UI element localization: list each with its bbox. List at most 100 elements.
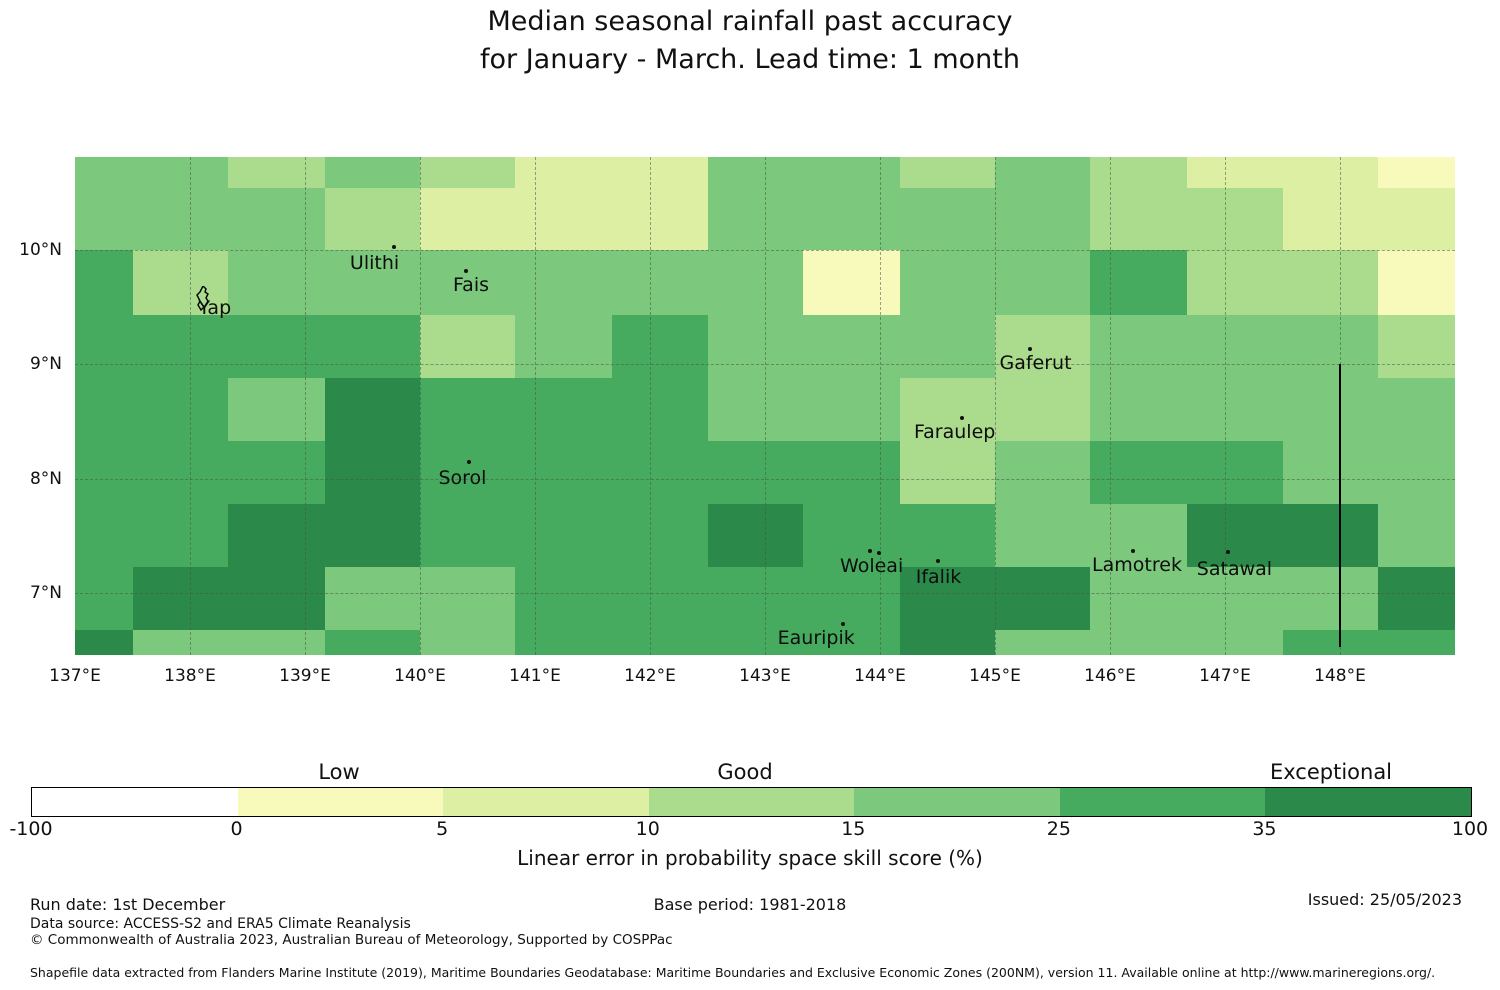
- colorbar-tick-label: 25: [1046, 818, 1071, 840]
- heatmap-cell: [1090, 503, 1188, 568]
- x-tick-label: 141°E: [509, 666, 561, 686]
- heatmap-cell: [1187, 314, 1283, 379]
- heatmap-cell: [995, 440, 1091, 505]
- graticule-meridian: [420, 157, 421, 655]
- heatmap-cell: [324, 157, 421, 189]
- graticule-parallel: [75, 478, 1455, 480]
- heatmap-cell: [612, 377, 708, 442]
- heatmap-cell: [612, 440, 708, 505]
- heatmap-cell: [132, 440, 229, 505]
- heatmap-cell: [1377, 503, 1456, 568]
- heatmap-cell: [420, 440, 516, 505]
- x-tick-label: 140°E: [394, 666, 446, 686]
- heatmap-cell: [612, 187, 708, 251]
- heatmap-cell: [324, 249, 421, 316]
- chart-title-line-2: for January - March. Lead time: 1 month: [480, 44, 1020, 75]
- heatmap-cell: [707, 314, 804, 379]
- heatmap-cell: [515, 314, 613, 379]
- heatmap-cell: [612, 157, 708, 189]
- heatmap-cell: [1282, 440, 1379, 505]
- heatmap-cell: [132, 503, 229, 568]
- heatmap-cell: [707, 566, 804, 631]
- island-marker-dot: [841, 622, 846, 627]
- maritime-boundary-line: [1339, 364, 1341, 647]
- heatmap-cell: [995, 503, 1091, 568]
- island-marker-dot: [867, 548, 872, 553]
- heatmap-cell: [1090, 566, 1188, 631]
- heatmap-cell: [75, 157, 133, 189]
- colorbar-segment: [1265, 788, 1471, 816]
- colorbar-tick-label: 15: [841, 818, 866, 840]
- graticule-parallel: [75, 249, 1455, 251]
- colorbar-category-label: Good: [717, 760, 773, 784]
- heatmap-cell: [899, 629, 996, 656]
- heatmap-cell: [1282, 629, 1379, 656]
- x-tick-label: 143°E: [739, 666, 791, 686]
- island-label: Ifalik: [915, 566, 962, 589]
- colorbar-segment: [854, 788, 1060, 816]
- heatmap-cell: [707, 157, 804, 189]
- heatmap-cell: [802, 566, 901, 631]
- heatmap-cell: [802, 187, 901, 251]
- island-label: Yap: [198, 297, 232, 320]
- heatmap-cell: [1282, 503, 1379, 568]
- heatmap-cell: [995, 314, 1091, 379]
- colorbar-tick-label: 100: [1451, 818, 1489, 840]
- graticule-meridian: [880, 157, 881, 655]
- heatmap-cell: [75, 440, 133, 505]
- base-period: Base period: 1981-2018: [653, 895, 847, 914]
- heatmap-cell: [324, 566, 421, 631]
- heatmap-cell: [899, 566, 996, 631]
- colorbar-category-label: Exceptional: [1269, 760, 1393, 784]
- graticule-meridian: [305, 157, 306, 655]
- heatmap-cell: [899, 157, 996, 189]
- heatmap-cell: [132, 566, 229, 631]
- heatmap-cell: [1377, 157, 1456, 189]
- heatmap-cell: [1187, 377, 1283, 442]
- island-marker-dot: [464, 269, 468, 274]
- heatmap-cell: [802, 629, 901, 656]
- heatmap-cell: [802, 440, 901, 505]
- heatmap-cell: [132, 249, 229, 316]
- y-tick-label: 7°N: [29, 583, 62, 604]
- heatmap-cell: [1090, 249, 1188, 316]
- heatmap-cell: [1377, 249, 1456, 316]
- heatmap-cell: [707, 629, 804, 656]
- colorbar-segment: [32, 788, 238, 816]
- heatmap-cell: [612, 503, 708, 568]
- heatmap-cell: [420, 503, 516, 568]
- graticule-meridian: [1225, 157, 1226, 655]
- island-marker-dot: [391, 245, 396, 250]
- heatmap-cell: [1090, 440, 1188, 505]
- heatmap-cell: [227, 249, 326, 316]
- x-tick-label: 137°E: [49, 666, 101, 686]
- colorbar-segment: [1059, 788, 1266, 816]
- heatmap-cell: [995, 249, 1091, 316]
- island-marker-dot: [1027, 347, 1032, 352]
- heatmap-cell: [227, 629, 326, 656]
- island-marker-dot: [467, 459, 472, 464]
- heatmap-cell: [420, 629, 516, 656]
- colorbar-tick-label: 5: [436, 818, 449, 840]
- heatmap-cell: [420, 249, 516, 316]
- colorbar-tick-label: -100: [9, 818, 53, 840]
- graticule-parallel: [75, 364, 1455, 366]
- heatmap-cell: [324, 629, 421, 656]
- heatmap-cell: [75, 187, 133, 251]
- heatmap-cell: [1090, 314, 1188, 379]
- heatmap-cell: [707, 440, 804, 505]
- copyright: © Commonwealth of Australia 2023, Austra…: [30, 932, 673, 948]
- heatmap-cell: [227, 314, 326, 379]
- heatmap-cell: [75, 629, 133, 656]
- heatmap-cell: [1090, 629, 1188, 656]
- heatmap-cell: [227, 187, 326, 251]
- heatmap-cell: [132, 377, 229, 442]
- heatmap-cell: [227, 440, 326, 505]
- island-marker-dot: [959, 416, 964, 421]
- heatmap-cell: [1090, 187, 1188, 251]
- heatmap-cell: [899, 503, 996, 568]
- heatmap-cell: [1377, 629, 1456, 656]
- y-tick-label: 8°N: [29, 468, 62, 489]
- colorbar-segment: [443, 788, 649, 816]
- island-label: Fais: [452, 274, 490, 297]
